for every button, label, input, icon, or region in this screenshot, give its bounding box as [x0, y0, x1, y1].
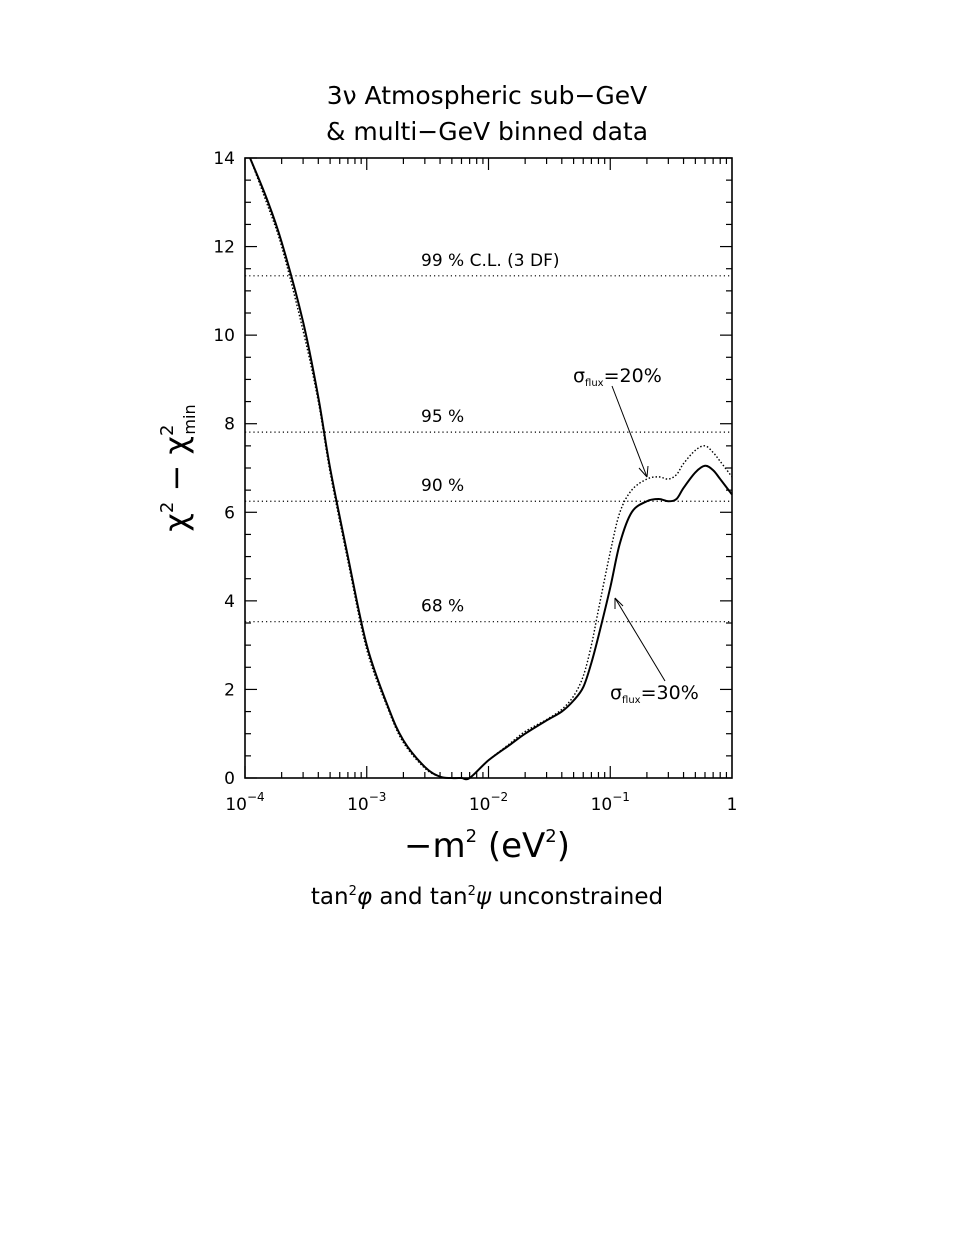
reference-line-label: 95 %	[421, 407, 464, 427]
x-tick-label: 10−2	[469, 790, 508, 815]
footnote: tan2φ and tan2ψ unconstrained	[311, 884, 663, 910]
annotation-sigma-flux-20: σflux=20%	[573, 365, 662, 389]
annotation-sigma-flux-30: σflux=30%	[610, 682, 699, 706]
curve-sigma-flux-30	[249, 157, 733, 781]
y-tick-label: 2	[224, 680, 235, 700]
annotation-arrowhead-20	[638, 465, 649, 478]
reference-line-label: 90 %	[421, 476, 464, 496]
y-tick-labels: 0 2 4 6 8 10 12 14	[213, 149, 235, 789]
y-tick-label: 12	[213, 238, 235, 258]
annotation-arrow-20	[611, 385, 648, 478]
curve-sigma-flux-20	[249, 157, 733, 780]
y-tick-label: 10	[213, 326, 235, 346]
y-tick-label: 14	[213, 149, 235, 169]
annotation-arrowhead-30	[614, 597, 624, 609]
y-label-chi: χ	[157, 513, 195, 531]
data-curves	[249, 157, 733, 781]
y-tick-label: 8	[224, 415, 235, 435]
chart-title-line-1: 3ν Atmospheric sub−GeV	[327, 81, 648, 110]
y-tick-label: 4	[224, 592, 235, 612]
x-axis-label: −m2 (eV2)	[404, 826, 570, 866]
reference-line-label: 68 %	[421, 597, 464, 617]
y-tick-label: 0	[224, 769, 235, 789]
axis-ticks	[244, 157, 732, 779]
y-tick-label: 6	[224, 503, 235, 523]
annotation-arrow-30	[614, 597, 666, 682]
reference-line-label: 99 % C.L. (3 DF)	[421, 251, 560, 271]
x-tick-label: 10−4	[225, 790, 264, 815]
x-tick-label: 10−3	[347, 790, 386, 815]
x-tick-label: 10−1	[591, 790, 630, 815]
x-tick-labels: 10−4 10−3 10−2 10−1 1	[225, 790, 737, 815]
x-tick-label: 1	[727, 795, 738, 815]
confidence-level-lines: 99 % C.L. (3 DF) 95 % 90 % 68 %	[245, 251, 732, 623]
y-axis-label: χ2 − χ2 min	[157, 404, 199, 531]
chart-title-line-2: & multi−GeV binned data	[326, 117, 648, 146]
